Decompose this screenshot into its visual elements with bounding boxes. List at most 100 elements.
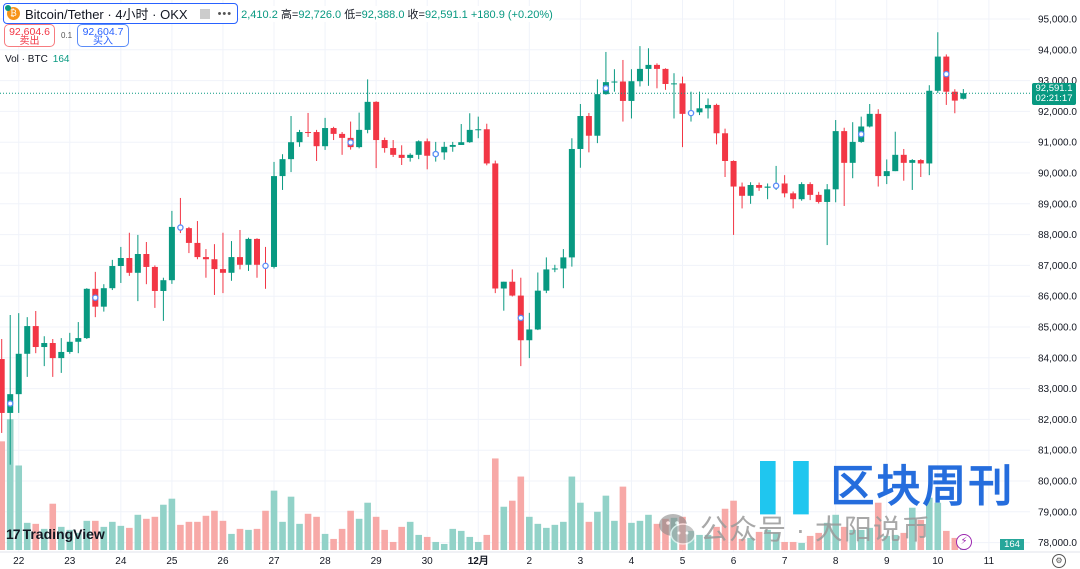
volume-bar: [560, 521, 567, 550]
ohlc-legend: 2,410.2 高=92,726.0 低=92,388.0 收=92,591.1…: [241, 5, 553, 22]
volume-bar: [57, 526, 65, 550]
candle-body: [568, 148, 575, 258]
price-tick-label: 83,000.0: [1038, 384, 1077, 395]
low-label: 低=: [344, 8, 362, 21]
candle-body: [696, 108, 703, 113]
watermark-logo-icon: ▌▌: [760, 462, 827, 511]
time-tick-label: 28: [320, 556, 332, 567]
buy-button[interactable]: 92,604.7 买入: [77, 24, 129, 47]
time-axis[interactable]: 22 23 24 25 26 27 28 29 30 12月 2 3 4 5 6 7 8 9 10 11: [0, 551, 1080, 567]
volume-bar: [517, 476, 525, 550]
candle-body: [900, 154, 907, 163]
symbol-title-box[interactable]: ₿ Bitcoin/Tether · 4小时 · OKX •••: [3, 3, 239, 24]
tradingview-logo[interactable]: 17 TradingView: [6, 526, 105, 542]
candle-body: [739, 186, 746, 196]
settings-gear-icon[interactable]: ⚙: [1052, 554, 1066, 568]
buy-price: 92,604.7: [82, 26, 124, 38]
volume-bar: [925, 497, 933, 550]
tradingview-wordmark: TradingView: [22, 526, 105, 542]
candle-body: [143, 254, 150, 267]
order-quantity[interactable]: 0.1: [61, 31, 73, 40]
time-tick-label: 25: [166, 556, 178, 567]
candle-body: [764, 186, 771, 188]
price-axis[interactable]: 95,000.0 94,000.0 93,000.0 92,000.0 91,000.0…: [1038, 15, 1077, 550]
event-marker-icon: [943, 70, 950, 78]
volume-bar: [100, 526, 108, 550]
volume-bar: [457, 530, 465, 550]
volume-bar: [772, 532, 780, 550]
volume-bar: [602, 495, 610, 550]
volume-bar: [526, 516, 533, 550]
volume-bar: [449, 528, 457, 550]
price-tick-label: 87,000.0: [1038, 261, 1077, 272]
volume-bar: [415, 534, 422, 550]
candle-body: [390, 148, 397, 155]
volume-bar: [908, 507, 916, 550]
candle-body: [313, 132, 320, 147]
volume-legend[interactable]: Vol · BTC 164: [5, 54, 69, 65]
price-tick-label: 84,000.0: [1038, 353, 1077, 364]
volume-bar: [755, 531, 763, 550]
price-tick-label: 89,000.0: [1038, 199, 1077, 210]
volume-bar: [0, 441, 5, 550]
candle-body: [679, 83, 686, 114]
volume-bar: [398, 526, 405, 550]
volume-bar: [534, 523, 542, 550]
volume-bar: [151, 516, 159, 550]
price-tick-label: 92,000.0: [1038, 107, 1077, 118]
volume-bar: [15, 465, 23, 550]
volume-bar: [585, 521, 593, 550]
volume-bar: [951, 537, 959, 550]
more-icon[interactable]: •••: [217, 7, 233, 20]
candle-body: [722, 133, 729, 161]
volume-bar: [491, 458, 499, 550]
buy-label: 买入: [93, 36, 113, 47]
candle-body: [254, 238, 260, 265]
event-marker-icon: [177, 224, 184, 231]
volume-label: Vol · BTC: [5, 54, 48, 65]
volume-bar: [262, 510, 269, 550]
price-tick-label: 86,000.0: [1038, 292, 1077, 303]
volume-bar: [874, 502, 882, 550]
candle-body: [373, 101, 380, 141]
candle-body: [645, 64, 652, 69]
volume-bar: [653, 523, 661, 550]
volume-bar: [645, 514, 652, 550]
lightning-icon[interactable]: ⚡: [956, 534, 972, 550]
volume-bar: [704, 534, 712, 550]
volume-bar: [32, 523, 40, 550]
volume-bar: [372, 516, 380, 550]
volume-bar: [253, 528, 261, 550]
candle-body: [458, 142, 465, 145]
volume-bar: [781, 541, 788, 550]
volume-bar: [730, 500, 737, 550]
volume-bar: [245, 529, 252, 550]
sell-button[interactable]: 92,604.6 卖出: [4, 24, 55, 47]
candle-body: [15, 353, 22, 395]
time-tick-label: 11: [984, 556, 995, 567]
volume-bar: [321, 533, 329, 550]
candle-body: [356, 129, 363, 148]
candle-body: [41, 343, 48, 348]
watermark-subtitle: 公众号 · 大阳说币: [700, 514, 931, 545]
candle-body: [705, 104, 712, 109]
event-marker-icon: [772, 182, 780, 190]
bitcoin-icon: ₿: [5, 5, 20, 20]
candle-body: [58, 351, 65, 359]
flag-icon[interactable]: [199, 8, 210, 19]
volume-bar: [466, 536, 474, 550]
candle-body: [117, 258, 124, 267]
volume-bar: [440, 543, 448, 550]
candle-body: [662, 68, 669, 84]
volume-bar: [279, 521, 286, 550]
candle-body: [611, 81, 618, 83]
volume-bar: [934, 502, 942, 550]
time-tick-label: 8: [833, 556, 839, 567]
volume-bar: [543, 527, 550, 550]
candle-body: [168, 226, 175, 281]
candle-body: [934, 56, 941, 91]
candle-body: [109, 266, 116, 289]
candle-body: [185, 228, 192, 243]
price-tick-label: 94,000.0: [1038, 45, 1077, 56]
